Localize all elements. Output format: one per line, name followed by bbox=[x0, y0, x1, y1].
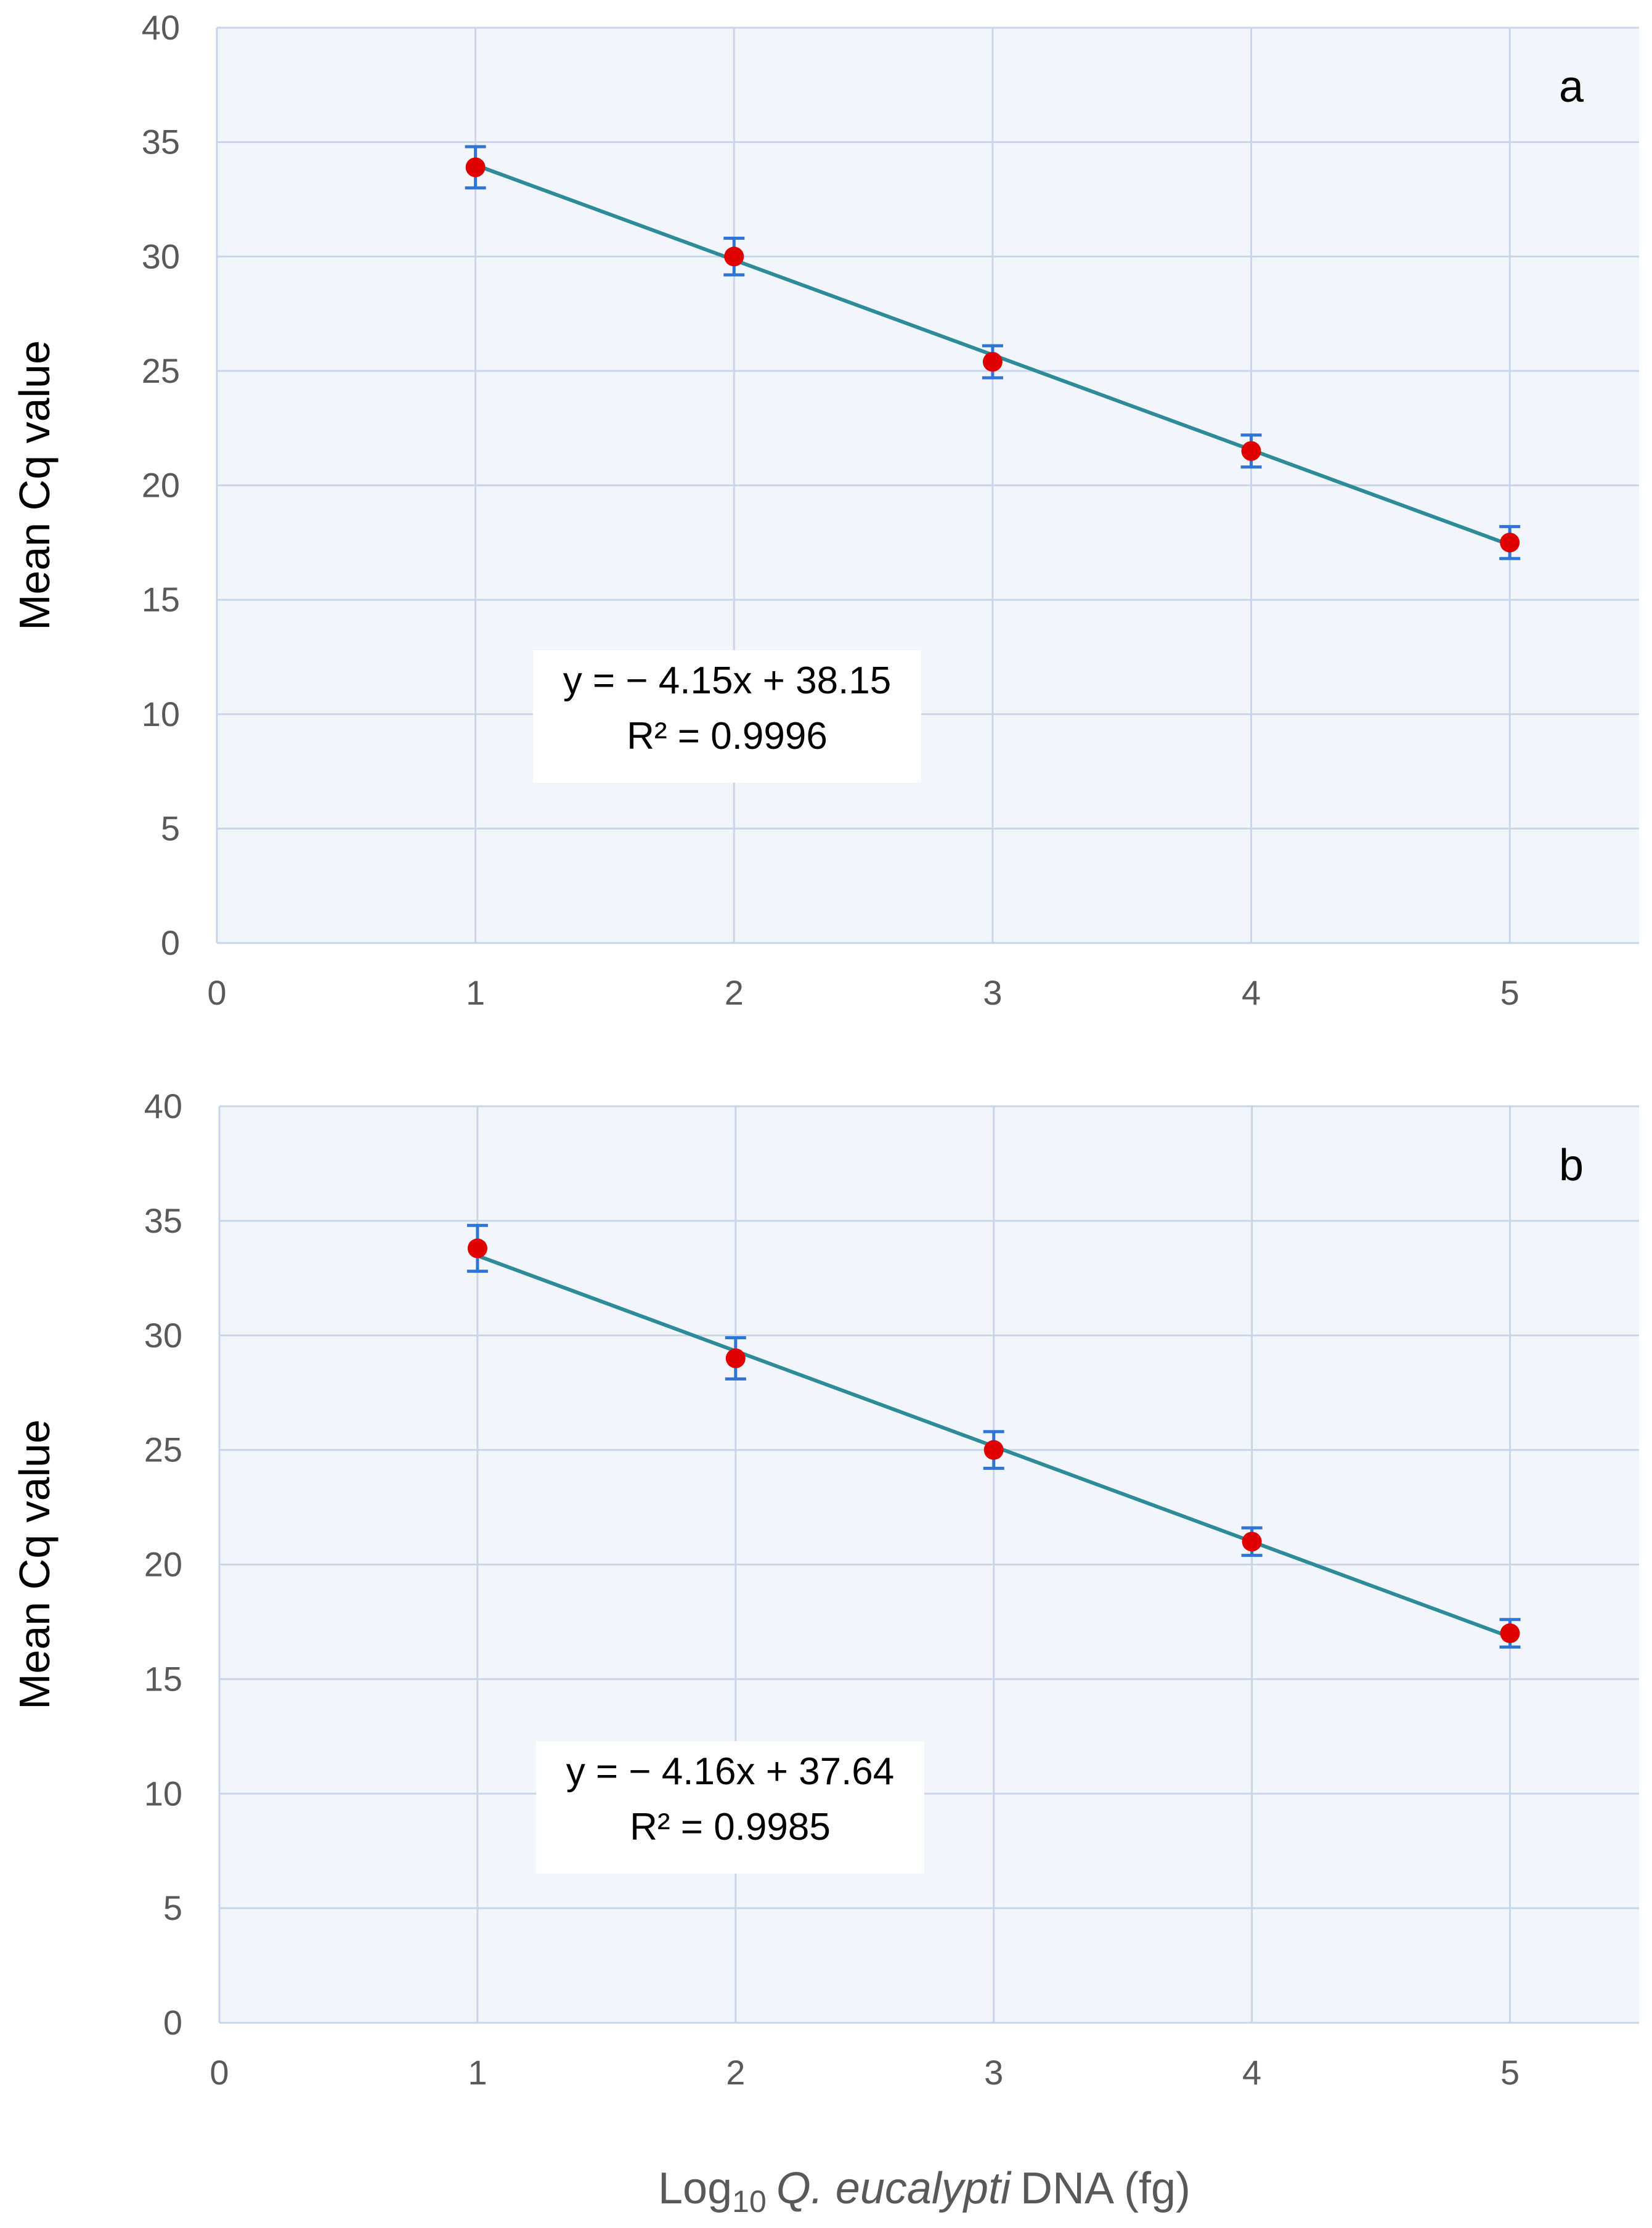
y-tick-label: 30 bbox=[142, 237, 180, 275]
x-tick-label: 3 bbox=[984, 2053, 1003, 2092]
data-point bbox=[1500, 1623, 1520, 1644]
y-axis-title: Mean Cq value bbox=[10, 340, 59, 630]
y-tick-label: 40 bbox=[144, 1087, 182, 1125]
y-tick-label: 35 bbox=[144, 1201, 182, 1240]
x-tick-label: 3 bbox=[983, 973, 1002, 1012]
x-tick-label: 0 bbox=[207, 973, 226, 1012]
y-tick-label: 0 bbox=[161, 923, 180, 962]
data-point bbox=[983, 1440, 1004, 1460]
y-tick-label: 40 bbox=[142, 8, 180, 47]
panel-letter: a bbox=[1559, 62, 1584, 112]
data-point bbox=[465, 157, 486, 178]
x-tick-label: 5 bbox=[1500, 973, 1520, 1012]
y-axis-title: Mean Cq value bbox=[10, 1419, 59, 1710]
panel-a: 0 5 10 15 20 25 30 35 40 0 1 2 3 4 5 y = − 4.15x + 38.1… bbox=[10, 8, 1639, 1012]
r-squared-label: R² = 0.9985 bbox=[630, 1806, 831, 1848]
y-tick-label: 25 bbox=[142, 351, 180, 390]
data-point bbox=[982, 352, 1003, 372]
y-tick-label: 35 bbox=[142, 123, 180, 161]
y-tick-label: 15 bbox=[142, 580, 180, 619]
panel-b: 0 5 10 15 20 25 30 35 40 0 1 2 3 4 5 y = − 4.16x + 37.6… bbox=[10, 1087, 1639, 2092]
x-axis-title-subscript: 10 bbox=[732, 2184, 767, 2219]
y-tick-label: 15 bbox=[144, 1659, 182, 1698]
x-tick-label: 2 bbox=[726, 2053, 745, 2092]
panel-letter: b bbox=[1559, 1141, 1584, 1190]
y-tick-label: 5 bbox=[163, 1888, 182, 1927]
r-squared-label: R² = 0.9996 bbox=[627, 715, 828, 757]
data-point bbox=[1242, 1532, 1262, 1552]
y-tick-label: 5 bbox=[161, 809, 180, 847]
x-tick-label: 1 bbox=[466, 973, 485, 1012]
y-tick-label: 20 bbox=[144, 1545, 182, 1584]
data-point bbox=[1500, 533, 1520, 553]
data-point bbox=[725, 1348, 746, 1368]
x-tick-label: 2 bbox=[725, 973, 744, 1012]
x-axis-title-species: Q. eucalypti bbox=[776, 2164, 1012, 2213]
x-axis-title-suffix: DNA (fg) bbox=[1020, 2164, 1190, 2213]
y-tick-label: 25 bbox=[144, 1430, 182, 1469]
equation-box bbox=[536, 1741, 924, 1874]
y-tick-label: 0 bbox=[163, 2003, 182, 2042]
data-point bbox=[467, 1238, 487, 1259]
trendline-equation: y = − 4.15x + 38.15 bbox=[563, 659, 892, 702]
equation-box bbox=[533, 650, 921, 783]
x-tick-label: 4 bbox=[1242, 2053, 1261, 2092]
data-point bbox=[1241, 441, 1261, 461]
x-axis-title-prefix: Log bbox=[658, 2164, 732, 2213]
y-tick-label: 10 bbox=[142, 695, 180, 733]
x-axis-title: Log10 Q. eucalypti DNA (fg) bbox=[658, 2164, 1190, 2219]
x-tick-label: 1 bbox=[468, 2053, 487, 2092]
x-tick-label: 0 bbox=[210, 2053, 229, 2092]
y-tick-label: 10 bbox=[144, 1774, 182, 1813]
y-tick-label: 20 bbox=[142, 466, 180, 505]
trendline-equation: y = − 4.16x + 37.64 bbox=[566, 1750, 895, 1793]
x-tick-label: 5 bbox=[1500, 2053, 1520, 2092]
data-point bbox=[724, 247, 744, 267]
y-tick-label: 30 bbox=[144, 1316, 182, 1355]
x-tick-label: 4 bbox=[1242, 973, 1261, 1012]
